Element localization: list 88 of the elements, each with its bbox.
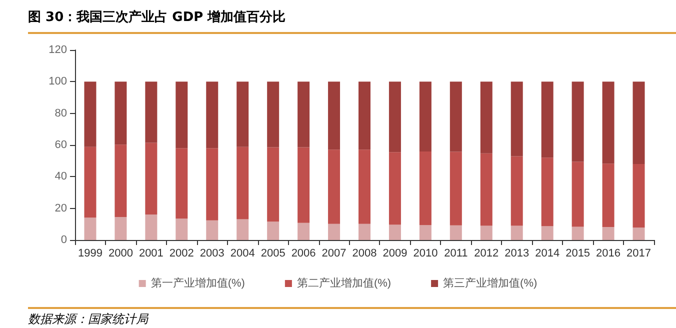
bar <box>572 226 584 240</box>
bar <box>206 148 218 220</box>
bar <box>114 144 127 218</box>
bar <box>632 228 645 240</box>
legend-label: 第二产业增加值(%) <box>296 276 392 290</box>
bar <box>145 82 158 143</box>
y-tick-label: 40 <box>54 170 67 183</box>
bar <box>480 226 492 240</box>
x-tick-label: 2009 <box>382 248 408 260</box>
bar <box>84 146 96 218</box>
x-tick-label: 2016 <box>596 248 621 260</box>
bar <box>602 82 614 164</box>
x-tick-label: 2002 <box>169 248 194 260</box>
bar <box>419 225 432 240</box>
bar <box>267 147 280 222</box>
chart-title: 图 30：我国三次产业占 GDP 增加值百分比 <box>28 8 286 26</box>
x-tick-label: 2011 <box>444 248 468 260</box>
bar <box>328 82 340 150</box>
bar <box>632 82 645 164</box>
bar <box>419 82 432 152</box>
x-tick-label: 2013 <box>504 248 530 260</box>
bar <box>450 225 462 240</box>
x-tick-label: 2014 <box>535 248 560 260</box>
bar <box>236 82 249 147</box>
x-tick-label: 2010 <box>413 248 438 260</box>
bar <box>267 222 280 240</box>
bar <box>358 82 370 150</box>
bar <box>206 220 218 240</box>
bar <box>267 82 280 148</box>
bar <box>176 148 188 219</box>
y-tick-label: 0 <box>60 234 67 246</box>
bar <box>114 217 127 240</box>
source-note: 数据来源：国家统计局 <box>28 311 148 328</box>
bar <box>298 222 310 240</box>
bar <box>145 142 158 215</box>
bar <box>236 219 249 240</box>
bar <box>419 151 432 226</box>
y-tick-label: 100 <box>48 76 67 88</box>
bar <box>450 152 462 226</box>
x-tick-label: 2015 <box>566 248 590 260</box>
bar <box>632 164 645 228</box>
bar <box>84 218 96 240</box>
bar <box>388 224 401 240</box>
bar <box>176 82 188 148</box>
bar <box>358 150 370 224</box>
legend-label: 第一产业增加值(%) <box>150 276 245 290</box>
x-tick-label: 2007 <box>322 248 346 260</box>
bar <box>388 152 401 225</box>
x-tick-label: 2008 <box>352 248 377 260</box>
bar <box>541 82 554 158</box>
x-tick-label: 2000 <box>108 248 133 260</box>
x-tick-label: 2001 <box>138 248 164 260</box>
y-tick-label: 80 <box>54 107 67 120</box>
bar <box>602 227 614 240</box>
bar <box>572 162 584 227</box>
bar <box>176 218 188 240</box>
bar <box>510 226 523 240</box>
x-tick-label: 2003 <box>200 248 224 260</box>
bar <box>236 146 249 220</box>
bar <box>510 82 523 156</box>
bar <box>541 158 554 226</box>
bar <box>510 156 523 226</box>
x-tick-label: 2017 <box>626 248 652 260</box>
bar <box>328 150 340 224</box>
bar <box>572 82 584 162</box>
y-tick-label: 60 <box>54 139 67 151</box>
bar <box>298 82 310 148</box>
bar <box>388 82 401 152</box>
bar <box>298 147 310 223</box>
x-tick-label: 2006 <box>291 248 316 260</box>
bar <box>480 153 492 226</box>
bar <box>602 164 614 228</box>
x-tick-label: 2005 <box>260 248 286 260</box>
bar <box>480 82 492 154</box>
bar <box>84 82 96 147</box>
legend-label: 第三产业增加值(%) <box>443 276 538 290</box>
x-tick-label: 2004 <box>230 248 255 260</box>
y-tick-label: 120 <box>48 44 67 56</box>
bar <box>145 214 158 240</box>
bar <box>358 224 370 240</box>
x-tick-label: 1999 <box>78 248 102 260</box>
bar <box>541 226 554 240</box>
x-tick-label: 2012 <box>474 248 499 260</box>
y-tick-label: 20 <box>54 202 67 214</box>
bar <box>328 224 340 240</box>
bar <box>450 82 462 152</box>
bar <box>206 82 218 148</box>
bar <box>114 82 127 145</box>
